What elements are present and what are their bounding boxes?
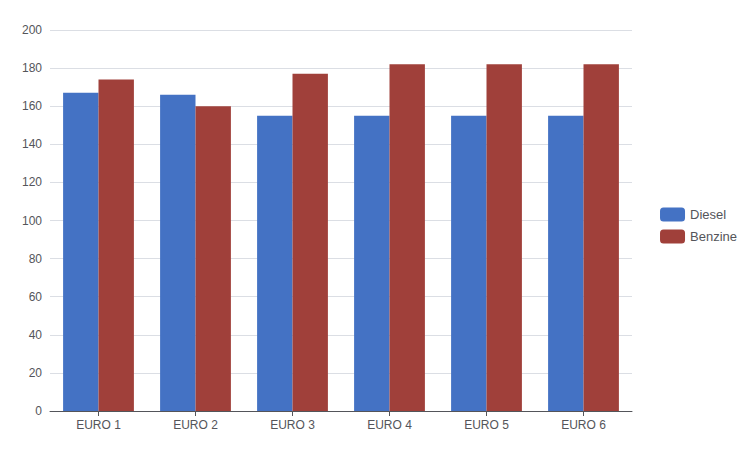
svg-text:EURO 3: EURO 3 [270,418,315,432]
svg-text:200: 200 [22,23,42,37]
svg-text:EURO 2: EURO 2 [173,418,218,432]
svg-text:20: 20 [29,366,43,380]
svg-text:0: 0 [35,404,42,418]
svg-text:120: 120 [22,175,42,189]
svg-text:EURO 6: EURO 6 [561,418,606,432]
svg-text:40: 40 [29,328,43,342]
svg-text:EURO 4: EURO 4 [367,418,412,432]
svg-text:Benzine: Benzine [690,229,737,244]
svg-text:EURO 5: EURO 5 [464,418,509,432]
svg-text:EURO 1: EURO 1 [76,418,121,432]
svg-text:160: 160 [22,99,42,113]
svg-text:180: 180 [22,61,42,75]
svg-text:140: 140 [22,137,42,151]
svg-text:Diesel: Diesel [690,207,726,222]
svg-text:100: 100 [22,214,42,228]
svg-text:80: 80 [29,252,43,266]
svg-text:60: 60 [29,290,43,304]
